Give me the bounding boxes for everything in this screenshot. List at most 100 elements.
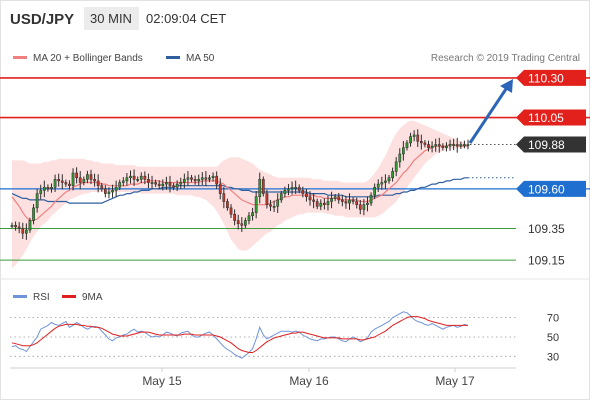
candle bbox=[409, 132, 412, 147]
candle-body-up bbox=[330, 198, 333, 202]
candle bbox=[437, 137, 441, 153]
forecast-arrow-head bbox=[500, 79, 513, 93]
candle bbox=[452, 138, 456, 151]
forecast-arrow bbox=[468, 79, 513, 144]
candle-body-up bbox=[82, 179, 86, 183]
candle bbox=[28, 217, 32, 233]
candle-body-down bbox=[57, 179, 61, 182]
candle-body-down bbox=[64, 182, 68, 185]
candle bbox=[391, 167, 394, 182]
rsi-panel: 30 50 70 bbox=[10, 311, 559, 363]
candle bbox=[14, 221, 17, 231]
bollinger-band bbox=[12, 120, 468, 269]
candle-body-down bbox=[46, 187, 50, 190]
candle-body-down bbox=[204, 177, 208, 180]
candle-body-up bbox=[258, 179, 262, 198]
candle-body-up bbox=[86, 174, 89, 180]
candle-body-up bbox=[161, 183, 165, 186]
ma50-legend-label: MA 50 bbox=[186, 53, 215, 64]
candle bbox=[251, 207, 254, 221]
candle-body-up bbox=[251, 212, 254, 217]
candle bbox=[287, 184, 290, 196]
level-tag-resistance bbox=[516, 109, 586, 126]
candle bbox=[200, 172, 204, 186]
candle bbox=[459, 141, 463, 149]
candle bbox=[254, 191, 258, 219]
candle-body-down bbox=[312, 199, 315, 202]
candle-body-down bbox=[297, 187, 301, 191]
candle-body-up bbox=[362, 204, 366, 210]
candle-body-down bbox=[308, 196, 312, 201]
candle-body-up bbox=[366, 202, 369, 205]
candle bbox=[222, 186, 226, 209]
candle bbox=[344, 195, 348, 209]
candle-body-up bbox=[373, 187, 377, 196]
candle bbox=[32, 204, 35, 225]
candle bbox=[129, 170, 132, 184]
candle bbox=[305, 188, 308, 202]
candle bbox=[301, 186, 305, 198]
candle bbox=[21, 222, 25, 239]
candle bbox=[333, 193, 337, 202]
candle bbox=[380, 176, 384, 190]
candle-body-up bbox=[186, 177, 190, 180]
candle-body-up bbox=[71, 172, 75, 186]
candle-body-up bbox=[50, 187, 53, 190]
candle bbox=[193, 175, 197, 185]
level-tag-support bbox=[516, 180, 586, 197]
candle-body-down bbox=[455, 144, 459, 147]
candle bbox=[118, 179, 122, 191]
candle bbox=[114, 180, 118, 198]
candle-body-down bbox=[265, 193, 269, 205]
candle-body-down bbox=[301, 190, 305, 194]
candle-body-up bbox=[430, 145, 434, 148]
candle-body-down bbox=[419, 141, 423, 144]
candle-body-up bbox=[452, 144, 456, 146]
candle-body-up bbox=[254, 196, 258, 213]
candle-body-up bbox=[290, 187, 294, 190]
candle bbox=[419, 134, 423, 150]
candle-body-down bbox=[75, 172, 78, 179]
candle-body-up bbox=[165, 182, 168, 185]
price-level-labels: 110.30 110.05 109.88 109.60 109.35 109.15 bbox=[516, 69, 586, 268]
candle-body-up bbox=[129, 175, 132, 179]
timeframe-badge[interactable] bbox=[84, 7, 139, 30]
candle bbox=[161, 179, 165, 191]
candle bbox=[24, 223, 28, 240]
candle bbox=[125, 173, 129, 186]
candle bbox=[340, 195, 344, 207]
candle-body-down bbox=[100, 185, 104, 190]
candle-body-down bbox=[103, 188, 107, 194]
candle-body-down bbox=[423, 142, 427, 145]
candle bbox=[136, 176, 140, 183]
candle bbox=[68, 180, 71, 190]
candle-body-up bbox=[32, 207, 35, 221]
candle-body-up bbox=[139, 175, 143, 180]
time-label: 02:09:04 CET bbox=[146, 11, 226, 26]
candle-body-down bbox=[355, 201, 359, 205]
candle bbox=[416, 129, 420, 148]
candle bbox=[319, 199, 323, 211]
level-value-label: 110.05 bbox=[528, 111, 564, 125]
candle bbox=[35, 188, 39, 213]
candle-body-up bbox=[197, 179, 201, 182]
candle bbox=[179, 177, 183, 189]
candle-body-up bbox=[211, 175, 215, 179]
candle bbox=[71, 168, 75, 191]
candle bbox=[412, 130, 416, 142]
candle bbox=[165, 176, 168, 190]
candle bbox=[143, 171, 147, 185]
candle-body-up bbox=[179, 182, 183, 185]
candle bbox=[139, 172, 143, 184]
candle-body-up bbox=[53, 179, 57, 188]
x-axis: May 15 May 16 May 17 bbox=[142, 368, 475, 388]
candle bbox=[283, 186, 287, 198]
candle bbox=[297, 184, 301, 194]
candle-body-down bbox=[21, 228, 25, 234]
candle bbox=[233, 209, 236, 226]
level-value-label: 109.88 bbox=[528, 138, 565, 152]
candle-body-down bbox=[17, 226, 21, 229]
candle-body-up bbox=[244, 220, 247, 226]
candle bbox=[276, 193, 280, 213]
